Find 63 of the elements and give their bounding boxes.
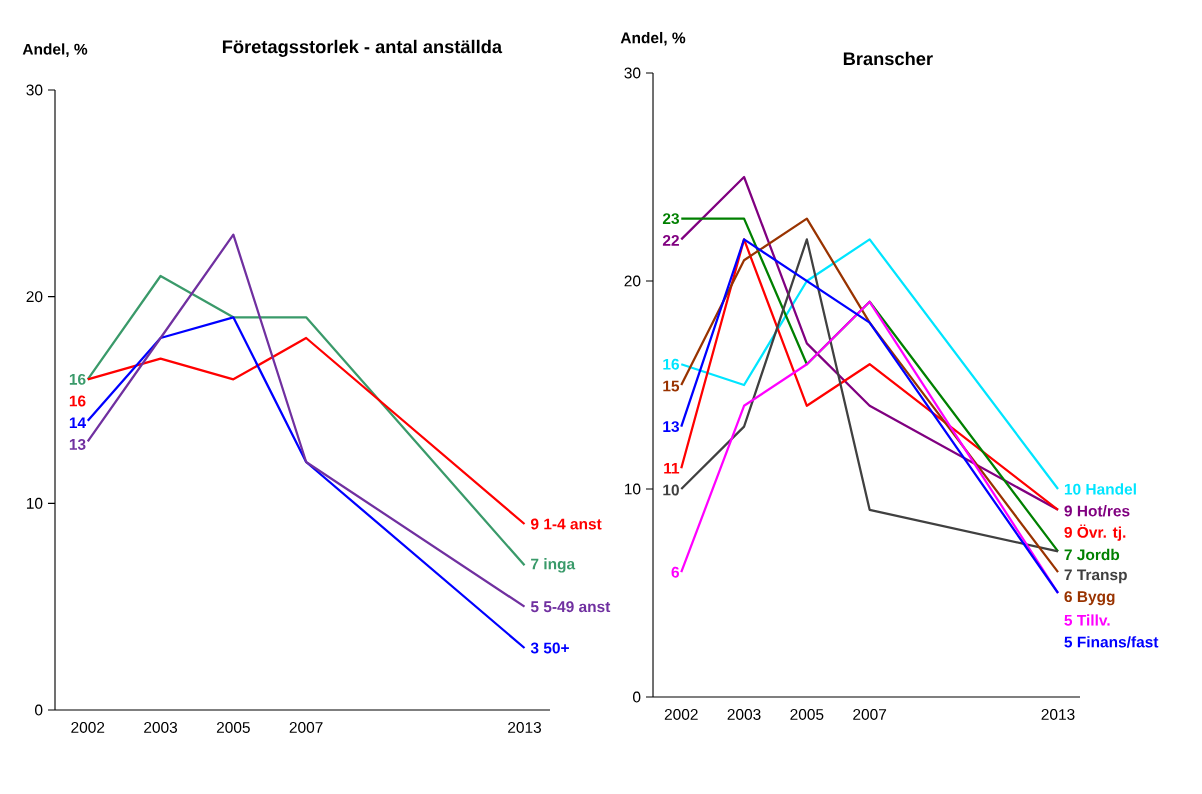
y-tick-label: 20 <box>26 291 43 303</box>
line-series <box>680 175 1060 511</box>
data-label: 16 <box>69 373 86 385</box>
data-label: 11 <box>664 462 680 474</box>
y-tick-label: 0 <box>35 704 43 716</box>
x-tick-label: 2002 <box>71 722 105 733</box>
y-tick-label: 30 <box>624 67 641 79</box>
x-tick-label: 2003 <box>727 709 761 720</box>
data-label: 9 <box>530 518 539 530</box>
y-axis-title: Andel, % <box>22 43 88 57</box>
series-label: 5-49 anst <box>543 601 611 613</box>
data-label: 6 <box>671 566 680 578</box>
series-label: Bygg <box>1077 591 1115 606</box>
data-label: 10 <box>663 484 679 496</box>
x-tick-label: 2007 <box>289 722 323 733</box>
x-tick-label: 2003 <box>144 722 178 733</box>
x-tick-label: 2005 <box>790 709 824 720</box>
x-tick-label: 2013 <box>508 722 542 733</box>
data-label: 7 <box>1064 549 1072 561</box>
data-label: 10 <box>1064 483 1081 495</box>
data-label: 7 <box>531 558 539 570</box>
series-label: Jordb <box>1077 548 1120 561</box>
line-series <box>86 233 526 608</box>
line-series <box>86 316 526 650</box>
data-label: 14 <box>69 417 86 429</box>
data-label: 5 <box>1064 636 1073 648</box>
data-label: 3 <box>530 642 539 654</box>
data-label: 6 <box>1064 591 1072 603</box>
x-tick-label: 2005 <box>216 722 250 733</box>
series-label: 50+ <box>543 642 569 654</box>
data-label: 13 <box>663 421 680 433</box>
series-label: Tillv. <box>1077 614 1110 626</box>
data-label: 5 <box>1064 614 1073 626</box>
y-tick-label: 20 <box>624 275 641 287</box>
chart-title: Branscher <box>843 51 933 66</box>
series-label: Hot/res <box>1077 505 1130 517</box>
y-tick-label: 10 <box>624 483 641 495</box>
data-label: 13 <box>69 438 86 450</box>
data-label: 16 <box>69 395 86 407</box>
y-axis-title: Andel, % <box>620 31 686 46</box>
data-label: 15 <box>663 380 680 392</box>
x-tick-label: 2002 <box>664 709 698 720</box>
line-series <box>86 336 526 526</box>
x-tick-label: 2013 <box>1041 709 1075 720</box>
data-label: 22 <box>662 235 679 246</box>
series-label: Transp <box>1077 569 1127 584</box>
chart-title: Företagsstorlek - antal anställda <box>222 39 503 57</box>
data-label: 16 <box>663 358 680 370</box>
data-label: 7 <box>1064 569 1072 581</box>
data-label: 23 <box>662 213 680 225</box>
series-label: Övr. tj. <box>1077 524 1126 541</box>
series-label: 1-4 anst <box>544 518 602 530</box>
data-label: 9 <box>1064 505 1072 517</box>
data-label: 9 <box>1064 526 1072 538</box>
y-tick-label: 0 <box>633 691 641 703</box>
data-label: 5 <box>530 601 539 613</box>
text: Finans/fast <box>1077 636 1159 648</box>
x-tick-label: 2007 <box>853 709 887 720</box>
y-tick-label: 10 <box>26 497 43 509</box>
line-series <box>86 274 526 567</box>
series-label: inga <box>544 558 576 573</box>
series-label: Handel <box>1086 483 1136 495</box>
y-tick-label: 30 <box>26 84 43 96</box>
